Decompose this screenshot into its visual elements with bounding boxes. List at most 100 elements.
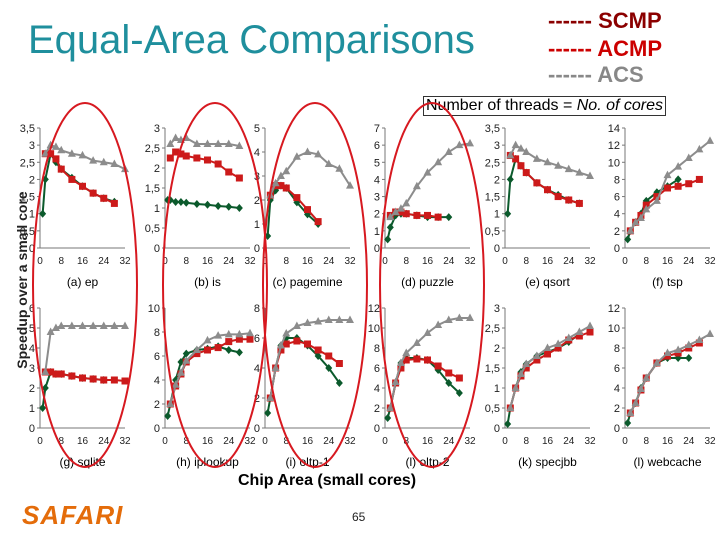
y-tick-label-4-6: 3 — [494, 140, 500, 152]
point-6-1-1 — [47, 368, 55, 376]
x-tick-label-5-2: 16 — [662, 256, 674, 267]
y-tick-label-3-1: 1 — [374, 226, 380, 238]
point-5-2-2 — [636, 213, 645, 221]
series-line-6-2 — [44, 325, 125, 373]
point-9-2-6 — [434, 320, 443, 328]
point-8-2-0 — [266, 393, 275, 401]
point-3-0-0 — [384, 235, 392, 244]
point-6-2-0 — [41, 367, 50, 375]
y-tick-label-7-0: 0 — [154, 423, 160, 435]
point-0-2-6 — [89, 156, 98, 164]
point-10-2-0 — [506, 403, 515, 411]
point-3-1-2 — [397, 208, 405, 216]
y-tick-label-7-1: 2 — [154, 399, 160, 411]
x-tick-label-8-1: 8 — [283, 436, 289, 447]
point-3-2-3 — [402, 198, 411, 207]
point-9-0-0 — [384, 414, 392, 422]
point-0-2-0 — [41, 149, 50, 157]
point-2-2-7 — [324, 159, 333, 167]
point-6-2-4 — [67, 321, 76, 329]
point-9-1-3 — [402, 356, 410, 364]
x-tick-label-6-2: 16 — [77, 436, 89, 447]
point-1-1-4 — [193, 154, 201, 162]
point-10-1-5 — [544, 350, 551, 358]
point-11-2-7 — [684, 340, 693, 348]
point-7-2-3 — [182, 356, 191, 364]
y-tick-label-2-0: 0 — [254, 243, 260, 255]
point-7-2-9 — [246, 328, 254, 337]
x-tick-label-3-0: 0 — [382, 256, 388, 267]
point-3-0-1 — [386, 223, 394, 232]
point-4-1-7 — [565, 196, 573, 204]
point-8-1-8 — [335, 360, 343, 367]
y-tick-label-6-1: 1 — [29, 403, 35, 415]
y-tick-label-5-4: 8 — [614, 174, 620, 186]
x-tick-label-11-4: 32 — [704, 436, 716, 447]
point-7-1-9 — [246, 335, 254, 343]
chart-title-2: (c) pagemine — [272, 275, 342, 289]
point-10-1-6 — [554, 344, 562, 352]
point-7-0-0 — [164, 412, 172, 420]
y-tick-label-0-1: 0,5 — [20, 226, 35, 238]
point-8-2-3 — [282, 329, 291, 337]
point-7-1-8 — [235, 335, 243, 343]
point-0-2-3 — [57, 145, 66, 154]
point-4-2-4 — [532, 154, 541, 162]
point-3-1-3 — [402, 210, 410, 218]
y-tick-label-8-0: 0 — [254, 423, 260, 435]
highlight-circle-3 — [379, 102, 485, 468]
y-tick-label-0-2: 1 — [29, 209, 35, 221]
point-0-1-5 — [79, 182, 86, 190]
point-6-2-5 — [78, 321, 87, 329]
y-tick-label-0-4: 2 — [29, 174, 35, 186]
point-0-2-2 — [51, 142, 60, 150]
point-9-2-2 — [396, 358, 405, 366]
point-6-2-2 — [51, 323, 60, 331]
point-1-0-2 — [172, 198, 180, 206]
y-tick-label-11-1: 2 — [614, 403, 620, 415]
point-8-0-9 — [335, 379, 343, 387]
point-4-2-6 — [554, 161, 563, 169]
highlight-circle-2 — [262, 102, 368, 468]
series-line-8-2 — [269, 319, 350, 399]
point-10-1-4 — [533, 356, 541, 364]
x-tick-label-11-1: 8 — [643, 436, 649, 447]
point-3-2-5 — [423, 168, 432, 176]
x-tick-label-9-3: 24 — [443, 436, 455, 447]
point-7-2-8 — [235, 329, 244, 338]
point-8-1-7 — [325, 352, 333, 360]
x-tick-label-4-4: 32 — [584, 256, 596, 267]
point-5-2-7 — [684, 153, 693, 161]
highlight-circle-1 — [162, 102, 268, 468]
point-9-2-3 — [402, 348, 411, 356]
x-tick-label-7-3: 24 — [223, 436, 235, 447]
y-tick-label-1-2: 1 — [154, 203, 160, 215]
point-11-2-4 — [652, 358, 661, 366]
y-tick-label-4-2: 1 — [494, 209, 500, 221]
x-tick-label-7-0: 0 — [162, 436, 168, 447]
y-tick-label-3-2: 2 — [374, 209, 380, 221]
point-4-2-3 — [522, 147, 531, 155]
chart-title-8: (i) oltp-1 — [285, 455, 329, 469]
point-8-1-5 — [304, 340, 311, 348]
point-0-1-2 — [52, 155, 60, 163]
point-3-2-9 — [466, 138, 474, 147]
point-11-2-5 — [663, 348, 672, 356]
point-4-1-1 — [512, 155, 520, 163]
point-1-1-5 — [204, 156, 211, 164]
point-8-2-9 — [346, 315, 354, 323]
y-tick-label-10-6: 3 — [494, 303, 500, 315]
point-8-2-1 — [271, 363, 280, 371]
chart-title-6: (g) sqlite — [59, 455, 105, 469]
chart-title-7: (h) iplookup — [176, 455, 239, 469]
series-line-3-2 — [389, 142, 471, 218]
point-3-2-0 — [386, 212, 395, 221]
y-tick-label-4-4: 2 — [494, 174, 500, 186]
y-tick-label-1-4: 2 — [154, 163, 160, 175]
x-tick-label-11-2: 16 — [662, 436, 674, 447]
point-9-2-8 — [455, 313, 464, 321]
y-tick-label-5-3: 6 — [614, 192, 620, 204]
point-6-2-9 — [121, 321, 129, 329]
point-5-0-0 — [624, 235, 632, 244]
point-7-2-2 — [176, 368, 185, 376]
